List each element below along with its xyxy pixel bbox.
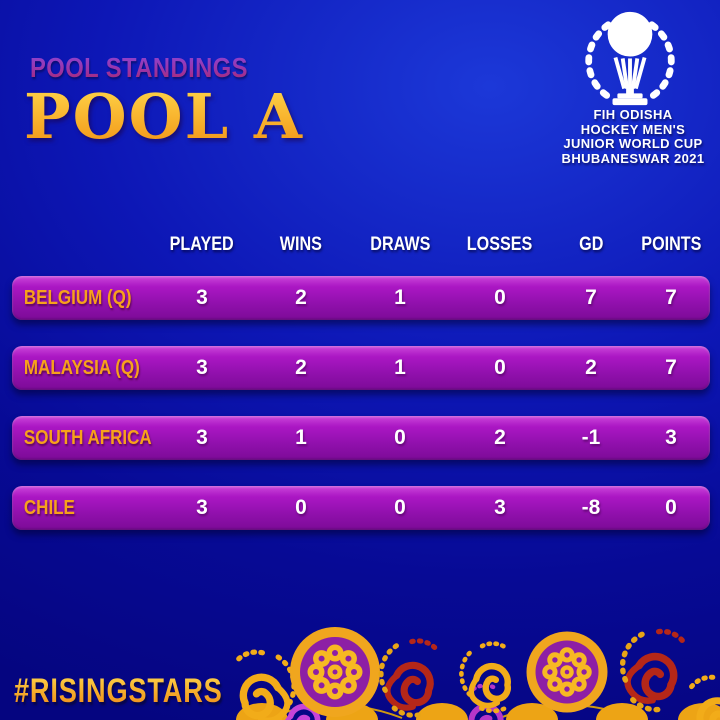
table-row-chile: CHILE 3 0 0 3 -8 0 <box>12 486 710 530</box>
header-points: POINTS <box>640 234 702 255</box>
points-value: 7 <box>665 356 677 379</box>
pool-standings-kicker: POOL STANDINGS <box>30 52 248 83</box>
table-row-malaysia: MALAYSIA (Q) 3 2 1 0 2 7 <box>12 346 710 390</box>
draws-value: 0 <box>394 426 406 449</box>
header-draws: DRAWS <box>369 234 431 255</box>
red-paisley-icon <box>613 623 685 713</box>
header-losses: LOSSES <box>467 234 533 255</box>
standings-header-row: PLAYED WINS DRAWS LOSSES GD POINTS <box>12 232 710 258</box>
draws-value: 1 <box>394 356 406 379</box>
tournament-line-2: HOCKEY MEN'S <box>580 121 686 137</box>
points-value: 3 <box>665 426 677 449</box>
wins-value: 0 <box>295 496 307 519</box>
flower-medallion-icon <box>526 631 608 713</box>
tournament-line-3: JUNIOR WORLD CUP <box>563 136 703 151</box>
gd-value: -8 <box>581 496 601 519</box>
wins-value: 2 <box>295 356 307 379</box>
losses-value: 2 <box>494 426 506 449</box>
gd-value: -1 <box>581 426 601 449</box>
team-name: BELGIUM (Q) <box>23 286 132 309</box>
losses-value: 3 <box>494 496 506 519</box>
losses-value: 0 <box>494 356 506 379</box>
header-wins: WINS <box>279 234 323 255</box>
points-value: 0 <box>665 496 677 519</box>
played-value: 3 <box>196 286 208 309</box>
played-value: 3 <box>196 496 208 519</box>
page-title: POOL A <box>24 80 304 153</box>
team-name: SOUTH AFRICA <box>23 426 152 449</box>
header-played: PLAYED <box>169 234 235 255</box>
tournament-line-1: FIH ODISHA <box>593 107 673 122</box>
flower-medallion-icon <box>290 627 380 717</box>
trophy-icon <box>585 11 675 106</box>
draws-value: 0 <box>394 496 406 519</box>
table-row-belgium: BELGIUM (Q) 3 2 1 0 7 7 <box>12 276 710 320</box>
played-value: 3 <box>196 426 208 449</box>
losses-value: 0 <box>494 286 506 309</box>
header-gd: GD <box>578 234 604 255</box>
team-name: MALAYSIA (Q) <box>23 356 140 379</box>
red-paisley-icon <box>376 636 438 717</box>
points-value: 7 <box>665 286 677 309</box>
gd-value: 7 <box>585 286 597 309</box>
gd-value: 2 <box>585 356 597 379</box>
gold-paisley-icon <box>236 647 299 720</box>
wins-value: 2 <box>295 286 307 309</box>
draws-value: 1 <box>394 286 406 309</box>
folk-art-decoration <box>220 600 720 720</box>
wins-value: 1 <box>295 426 307 449</box>
tournament-title: FIH ODISHA HOCKEY MEN'S JUNIOR WORLD CUP… <box>545 107 720 166</box>
tournament-line-4: BHUBANESWAR 2021 <box>561 150 705 166</box>
table-row-south-africa: SOUTH AFRICA 3 1 0 2 -1 3 <box>12 416 710 460</box>
played-value: 3 <box>196 356 208 379</box>
team-name: CHILE <box>23 496 75 519</box>
gold-paisley-icon <box>458 642 511 714</box>
rising-stars-hashtag: #RISINGSTARS <box>14 672 223 710</box>
